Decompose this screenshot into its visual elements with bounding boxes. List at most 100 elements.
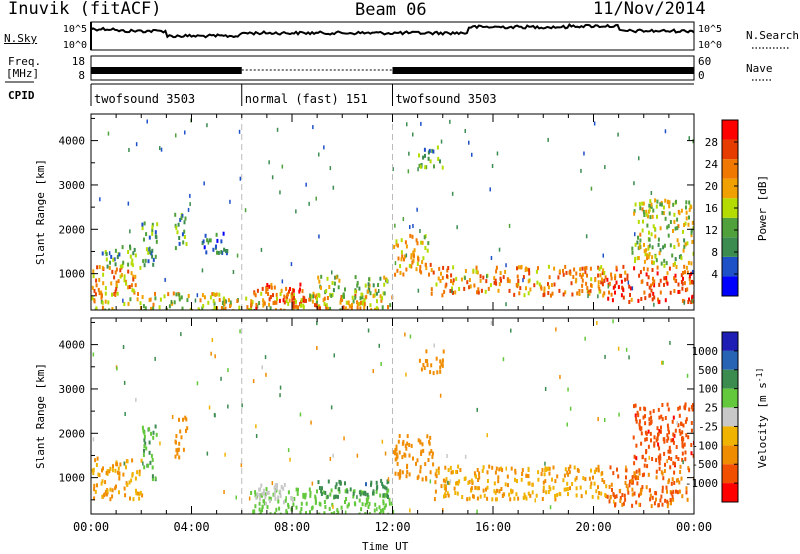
cpid-label: CPID: [8, 89, 35, 102]
velocity-cell: [541, 468, 544, 472]
velocity-cell: [147, 463, 150, 468]
power-cell: [374, 307, 377, 310]
power-cell: [229, 300, 232, 305]
velocity-colorbar-segment: [722, 369, 738, 389]
velocity-cell: [359, 492, 362, 497]
power-cell: [310, 294, 313, 299]
power-cell: [286, 293, 289, 297]
velocity-cell: [277, 495, 280, 500]
power-cell: [94, 292, 97, 297]
power-cell: [683, 244, 686, 249]
power-cell: [642, 209, 645, 214]
power-cell: [399, 264, 402, 269]
power-cell: [578, 289, 581, 293]
power-cell: [147, 259, 150, 264]
power-cell: [262, 303, 265, 308]
power-cell: [251, 300, 254, 305]
velocity-cell: [670, 438, 673, 443]
power-cell: [245, 296, 248, 301]
power-cell: [319, 306, 321, 310]
power-cell: [114, 248, 117, 253]
power-cell: [688, 274, 691, 279]
power-cell: [519, 286, 522, 291]
power-cell: [641, 201, 644, 206]
velocity-cell: [548, 471, 551, 476]
power-cell: [639, 270, 642, 275]
power-cell: [412, 132, 414, 137]
power-cell: [100, 290, 103, 295]
power-cell: [651, 268, 654, 272]
velocity-cell: [323, 512, 326, 514]
velocity-cell: [427, 458, 430, 462]
power-cell: [690, 228, 693, 233]
power-cell: [151, 225, 154, 230]
velocity-cell: [299, 412, 302, 417]
power-ytick-label: 2000: [59, 223, 86, 236]
power-cell: [107, 131, 110, 136]
velocity-cell: [196, 381, 199, 386]
power-cell: [593, 121, 596, 126]
power-cell: [677, 282, 680, 287]
velocity-cell: [690, 404, 693, 409]
velocity-cell: [382, 510, 385, 514]
power-cell: [317, 275, 320, 280]
power-cell: [529, 287, 532, 292]
velocity-cell: [354, 502, 357, 507]
velocity-cell: [505, 466, 507, 471]
power-cell: [648, 208, 651, 213]
velocity-cell: [318, 486, 321, 490]
power-cell: [111, 292, 113, 297]
power-cell: [685, 265, 688, 270]
velocity-cell: [368, 501, 371, 506]
velocity-cell: [661, 417, 664, 422]
velocity-cell: [152, 430, 155, 435]
power-cell: [283, 294, 286, 299]
velocity-cell: [448, 481, 451, 486]
velocity-cell: [566, 422, 568, 427]
velocity-cell: [634, 403, 637, 408]
power-cell: [225, 251, 228, 256]
velocity-cell: [95, 463, 98, 467]
velocity-cell: [375, 486, 378, 491]
power-cell: [686, 287, 689, 292]
velocity-cell: [664, 462, 666, 467]
power-cell: [690, 300, 693, 305]
velocity-cell: [292, 502, 295, 507]
power-cell: [248, 308, 250, 310]
velocity-cell: [614, 495, 617, 499]
power-cell: [489, 187, 491, 192]
velocity-cell: [524, 495, 527, 499]
velocity-cell: [635, 469, 638, 474]
power-cell: [352, 299, 355, 304]
velocity-cell: [406, 470, 409, 474]
velocity-cell: [444, 479, 447, 484]
power-cell: [383, 282, 386, 287]
power-cell: [403, 257, 405, 262]
nsky-label: N.Sky: [4, 32, 38, 45]
power-cell: [131, 288, 134, 293]
power-cell: [144, 258, 147, 263]
power-cell: [260, 291, 263, 296]
velocity-cell: [638, 493, 640, 498]
velocity-cell: [509, 497, 512, 502]
freq-label: Freq.: [8, 55, 42, 68]
velocity-cell: [610, 482, 613, 487]
velocity-cell: [314, 494, 317, 499]
power-cell: [562, 268, 564, 273]
power-cell: [659, 278, 662, 283]
velocity-cell: [637, 413, 640, 418]
velocity-cell: [269, 496, 272, 501]
noise-right-tick-label: 10^0: [698, 40, 722, 51]
velocity-cell: [688, 468, 691, 473]
power-cell: [654, 234, 657, 239]
velocity-cell: [285, 509, 288, 514]
power-cell: [682, 276, 684, 281]
velocity-cell: [494, 490, 497, 495]
power-cell: [452, 265, 455, 270]
velocity-cell: [650, 419, 653, 424]
power-cell: [526, 267, 529, 272]
power-cell: [643, 259, 646, 264]
power-cell: [333, 281, 336, 286]
power-cell: [639, 206, 642, 211]
velocity-cell: [101, 479, 104, 484]
